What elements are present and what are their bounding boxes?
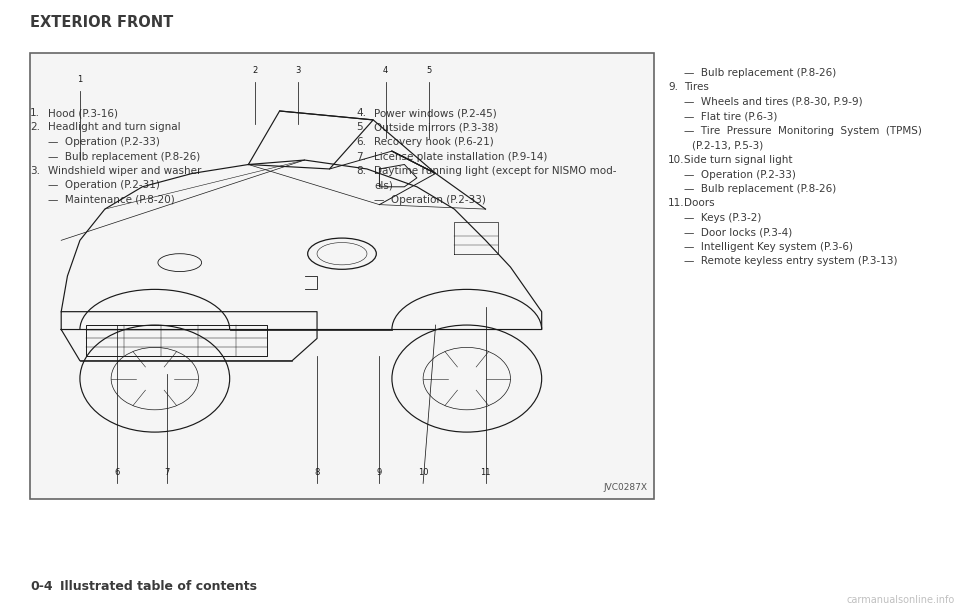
Text: 2: 2 [252, 67, 257, 75]
Text: 10.: 10. [668, 155, 684, 165]
Text: (P.2-13, P.5-3): (P.2-13, P.5-3) [692, 141, 763, 150]
Text: Doors: Doors [684, 199, 714, 208]
Text: —  Operation (P.2-31): — Operation (P.2-31) [48, 180, 160, 191]
Text: JVC0287X: JVC0287X [604, 483, 648, 492]
Text: Recovery hook (P.6-21): Recovery hook (P.6-21) [374, 137, 493, 147]
Text: —  Remote keyless entry system (P.3-13): — Remote keyless entry system (P.3-13) [684, 257, 898, 266]
Text: —  Operation (P.2-33): — Operation (P.2-33) [374, 195, 486, 205]
Bar [30, 53, 654, 499]
Text: 5: 5 [427, 67, 432, 75]
Text: 1.: 1. [30, 108, 40, 118]
Text: 1: 1 [78, 75, 83, 84]
Text: 6.: 6. [356, 137, 366, 147]
Text: License plate installation (P.9-14): License plate installation (P.9-14) [374, 152, 547, 161]
Text: 9: 9 [377, 468, 382, 477]
Text: —  Bulb replacement (P.8-26): — Bulb replacement (P.8-26) [48, 152, 201, 161]
Text: —  Maintenance (P.8-20): — Maintenance (P.8-20) [48, 195, 175, 205]
Text: 2.: 2. [30, 122, 40, 133]
Text: 7: 7 [164, 468, 170, 477]
Text: —  Wheels and tires (P.8-30, P.9-9): — Wheels and tires (P.8-30, P.9-9) [684, 97, 863, 107]
Text: 10: 10 [418, 468, 428, 477]
Text: 11: 11 [480, 468, 491, 477]
Text: —  Flat tire (P.6-3): — Flat tire (P.6-3) [684, 111, 778, 122]
Text: —  Bulb replacement (P.8-26): — Bulb replacement (P.8-26) [684, 68, 836, 78]
Text: Side turn signal light: Side turn signal light [684, 155, 793, 165]
Text: 4.: 4. [356, 108, 366, 118]
Text: Illustrated table of contents: Illustrated table of contents [60, 580, 257, 593]
Text: 9.: 9. [668, 82, 678, 92]
Text: —  Bulb replacement (P.8-26): — Bulb replacement (P.8-26) [684, 184, 836, 194]
Text: 4: 4 [383, 67, 388, 75]
Text: els): els) [374, 180, 393, 191]
Text: 8: 8 [314, 468, 320, 477]
Text: —  Tire  Pressure  Monitoring  System  (TPMS): — Tire Pressure Monitoring System (TPMS) [684, 126, 922, 136]
Text: 3: 3 [296, 67, 301, 75]
Text: 8.: 8. [356, 166, 366, 176]
Text: —  Intelligent Key system (P.3-6): — Intelligent Key system (P.3-6) [684, 242, 853, 252]
Text: Tires: Tires [684, 82, 708, 92]
Text: 6: 6 [114, 468, 120, 477]
Text: —  Door locks (P.3-4): — Door locks (P.3-4) [684, 227, 792, 238]
Text: Daytime running light (except for NISMO mod-: Daytime running light (except for NISMO … [374, 166, 616, 176]
Text: 11.: 11. [668, 199, 684, 208]
Text: Outside mirrors (P.3-38): Outside mirrors (P.3-38) [374, 122, 498, 133]
Text: Hood (P.3-16): Hood (P.3-16) [48, 108, 118, 118]
Text: carmanualsonline.info: carmanualsonline.info [847, 595, 955, 605]
Text: —  Keys (P.3-2): — Keys (P.3-2) [684, 213, 761, 223]
Text: 3.: 3. [30, 166, 40, 176]
Text: Headlight and turn signal: Headlight and turn signal [48, 122, 180, 133]
Text: —  Operation (P.2-33): — Operation (P.2-33) [48, 137, 160, 147]
Text: 7.: 7. [356, 152, 366, 161]
Text: 5.: 5. [356, 122, 366, 133]
Text: —  Operation (P.2-33): — Operation (P.2-33) [684, 169, 796, 180]
Text: Windshield wiper and washer: Windshield wiper and washer [48, 166, 202, 176]
Text: Power windows (P.2-45): Power windows (P.2-45) [374, 108, 496, 118]
Text: EXTERIOR FRONT: EXTERIOR FRONT [30, 15, 173, 30]
Text: 0-4: 0-4 [30, 580, 53, 593]
